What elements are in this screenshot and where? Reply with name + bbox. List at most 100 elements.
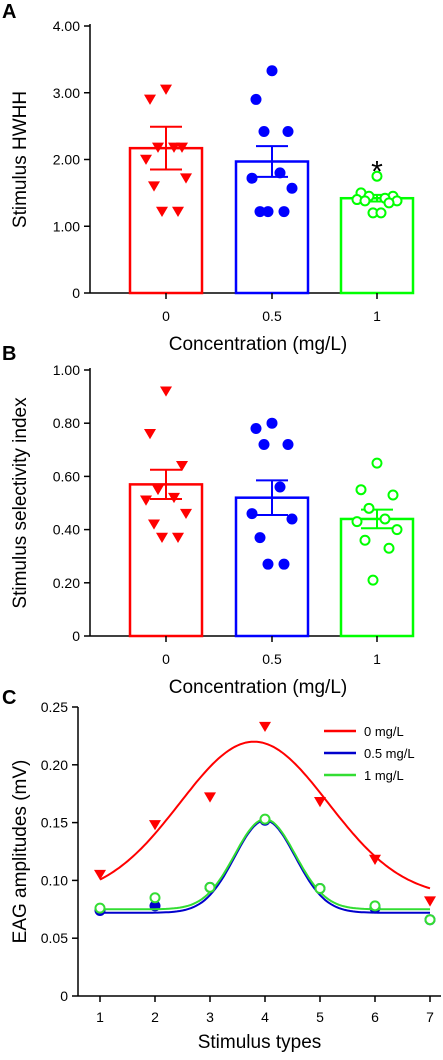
data-point — [266, 65, 278, 77]
data-point — [180, 508, 192, 520]
data-point — [369, 900, 381, 912]
data-point — [355, 484, 367, 496]
chart-b-selectivity-index: 0 0.20 0.40 0.60 0.80 1.00 Stimulus selectivit… — [10, 362, 415, 698]
data-point — [180, 173, 192, 184]
data-point — [278, 206, 290, 218]
data-point — [286, 182, 298, 194]
data-point — [383, 197, 395, 209]
data-point — [359, 534, 371, 546]
data-point — [383, 542, 395, 554]
x-axis-label: Concentration (mg/L) — [169, 677, 347, 698]
x-tick-label: 1 — [96, 1009, 104, 1025]
data-point — [144, 94, 156, 105]
panel-letter-c: C — [2, 687, 16, 709]
data-point — [149, 892, 161, 904]
y-tick-label: 0 — [72, 628, 80, 644]
data-point — [254, 532, 266, 544]
data-point — [160, 386, 172, 397]
x-axis-label: Stimulus types — [198, 1032, 322, 1053]
data-point — [274, 481, 286, 493]
data-point — [156, 532, 168, 543]
fit-curve — [100, 819, 430, 914]
data-point — [144, 429, 156, 440]
data-point — [369, 854, 381, 865]
data-point — [424, 914, 436, 926]
data-point — [258, 438, 270, 450]
data-point — [160, 84, 172, 95]
legend-label: 1 mg/L — [364, 768, 404, 783]
y-tick-label: 0 — [60, 988, 68, 1004]
panel-letter-a: A — [2, 1, 16, 23]
data-point — [149, 820, 161, 831]
data-point — [246, 172, 258, 184]
y-tick-label: 0.25 — [41, 699, 68, 715]
data-point — [168, 492, 180, 504]
data-point — [168, 142, 180, 153]
y-tick-label: 0.20 — [41, 757, 68, 773]
data-point — [387, 489, 399, 501]
y-tick-label: 0 — [72, 285, 80, 301]
x-tick-label: 4 — [261, 1009, 269, 1025]
chart-c-eag-amplitudes: 0 0.05 0.10 0.15 0.20 0.25 1 2 3 4 5 6 7 EAG amplitud… — [10, 699, 441, 1053]
data-point — [152, 142, 164, 153]
data-point — [254, 206, 266, 218]
data-point — [94, 869, 106, 881]
x-tick-label: 0.5 — [262, 308, 282, 324]
x-tick-label: 6 — [371, 1009, 379, 1025]
data-point — [379, 513, 391, 525]
y-tick-label: 2.00 — [53, 152, 80, 168]
data-point — [282, 125, 294, 137]
data-point — [359, 195, 371, 207]
x-tick-label: 7 — [426, 1009, 434, 1025]
y-tick-label: 0.80 — [53, 415, 80, 431]
y-tick-label: 0.60 — [53, 468, 80, 484]
data-point — [152, 484, 164, 496]
data-point — [266, 417, 278, 429]
fit-curve — [100, 818, 430, 911]
data-point — [176, 142, 188, 153]
data-point — [148, 519, 160, 530]
data-point — [363, 502, 375, 514]
data-point — [140, 154, 152, 165]
bar — [128, 483, 204, 638]
x-tick-label: 0 — [162, 651, 170, 667]
data-point — [172, 532, 184, 543]
y-axis-label: Stimulus HWHH — [10, 91, 31, 228]
y-tick-label: 0.05 — [41, 930, 68, 946]
data-point — [204, 881, 216, 893]
y-axis-label: EAG amplitudes (mV) — [10, 760, 31, 944]
y-tick-label: 0.20 — [53, 575, 80, 591]
data-point — [258, 125, 270, 137]
x-tick-label: 1 — [373, 308, 381, 324]
y-tick-label: 0.10 — [41, 872, 68, 888]
data-point — [176, 460, 188, 472]
data-point — [259, 721, 271, 733]
x-tick-label: 1 — [373, 651, 381, 667]
y-axis-label: Stimulus selectivity index — [10, 397, 31, 609]
data-point — [278, 558, 290, 570]
y-tick-label: 4.00 — [53, 18, 80, 34]
x-tick-label: 5 — [316, 1009, 324, 1025]
data-point — [250, 93, 262, 105]
significance-star: * — [371, 156, 383, 189]
legend-label: 0 mg/L — [364, 724, 404, 739]
data-point — [314, 796, 326, 808]
data-point — [204, 792, 216, 803]
data-point — [274, 167, 286, 179]
data-point — [259, 813, 271, 825]
y-tick-label: 1.00 — [53, 362, 80, 378]
legend-label: 0.5 mg/L — [364, 746, 415, 761]
data-point — [286, 513, 298, 525]
data-point — [371, 170, 383, 182]
x-tick-label: 2 — [151, 1009, 159, 1025]
y-tick-label: 0.15 — [41, 815, 68, 831]
data-point — [156, 206, 168, 217]
x-tick-label: 0.5 — [262, 651, 282, 667]
data-point — [314, 882, 326, 894]
data-point — [172, 206, 184, 217]
data-point — [371, 457, 383, 469]
data-point — [391, 524, 403, 536]
y-tick-label: 0.40 — [53, 522, 80, 538]
x-tick-label: 3 — [206, 1009, 214, 1025]
